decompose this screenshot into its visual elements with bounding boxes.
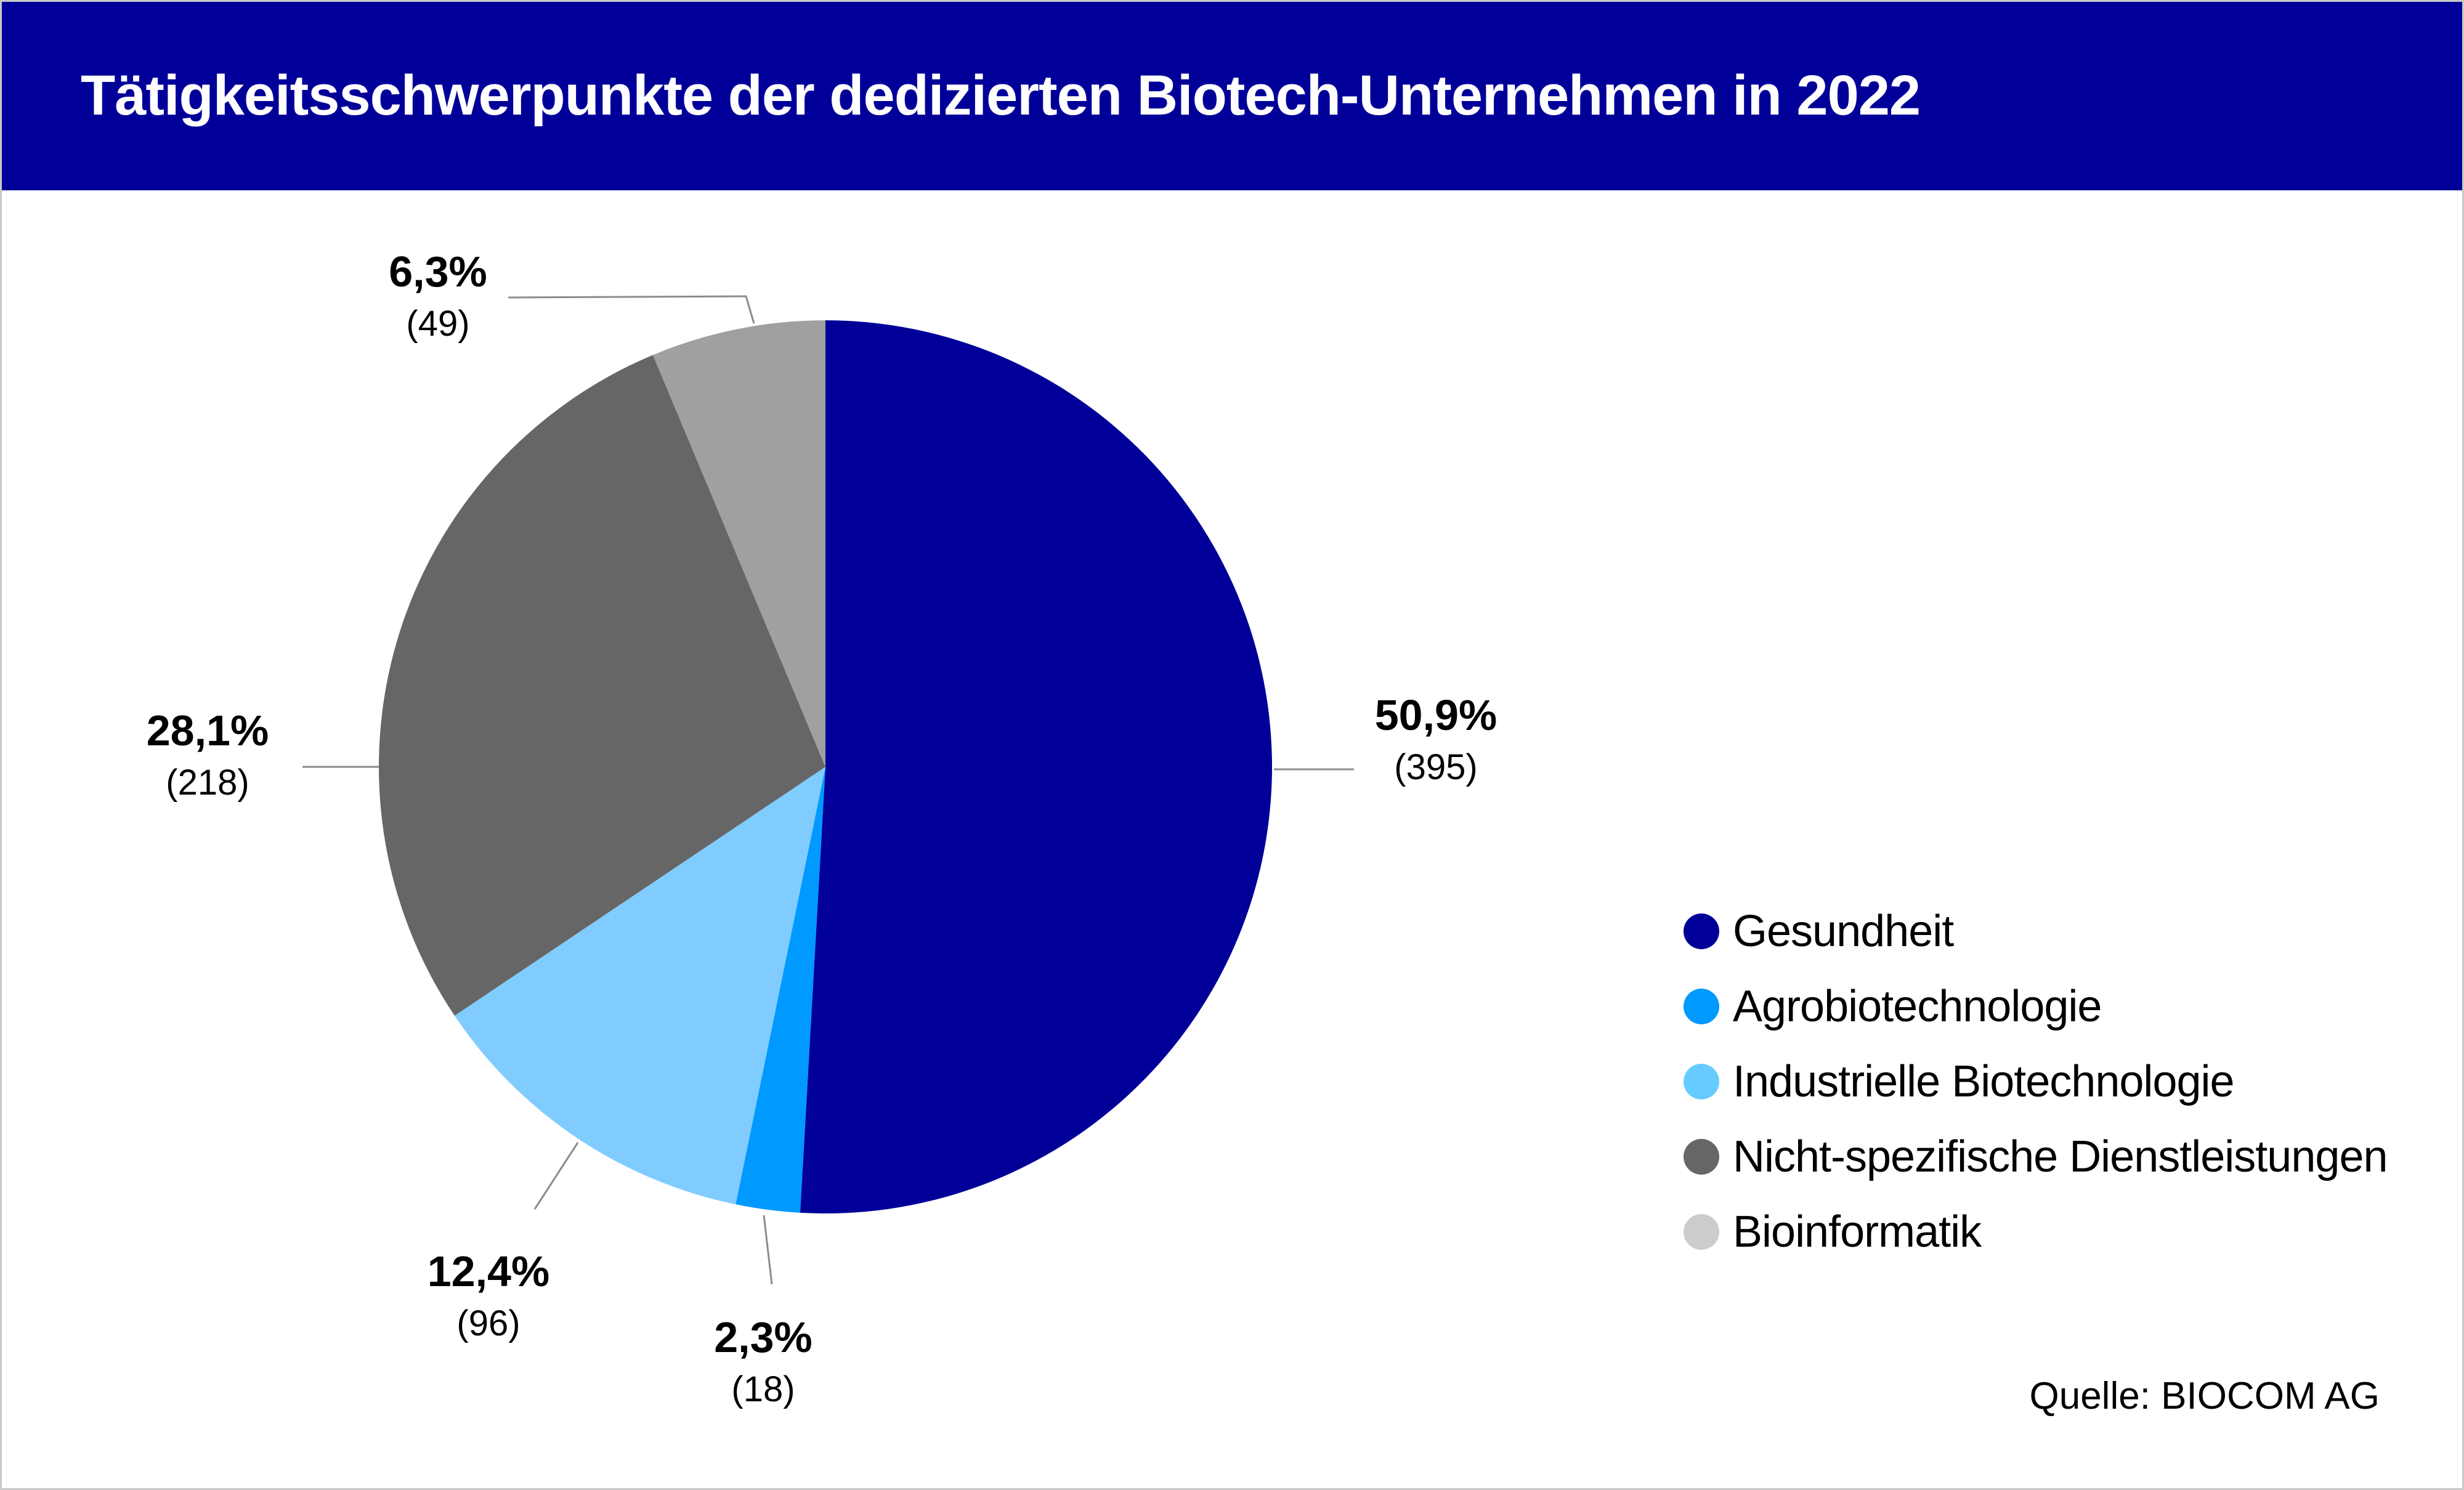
pie-slice-nicht-spezifische-dienstleistungen — [378, 355, 825, 1016]
legend-label: Nicht-spezifische Dienstleistungen — [1733, 1132, 2388, 1181]
legend-item: Industrielle Biotechnologie — [1684, 1044, 2388, 1119]
percent-label: 50,9% — [1375, 691, 1497, 739]
legend-label: Agrobiotechnologie — [1733, 982, 2102, 1031]
leader-line — [763, 1215, 773, 1285]
pie-slice-bioinformatik — [652, 320, 825, 767]
percent-label: 12,4% — [428, 1247, 549, 1295]
leader-line — [533, 1142, 579, 1210]
legend-item: Agrobiotechnologie — [1684, 969, 2388, 1044]
title-bar: Tätigkeitsschwerpunkte der dedizierten B… — [2, 2, 2462, 190]
count-label: (395) — [1394, 747, 1477, 787]
legend-label: Gesundheit — [1733, 907, 1954, 956]
pie-slice-industrielle-biotechnologie — [455, 767, 825, 1205]
legend-swatch — [1684, 913, 1719, 949]
percent-label: 6,3% — [389, 248, 487, 296]
count-label: (49) — [406, 304, 469, 344]
leader-line — [508, 295, 755, 324]
legend-item: Gesundheit — [1684, 894, 2388, 969]
legend: Gesundheit Agrobiotechnologie Industrielle… — [1684, 894, 2388, 1269]
legend-swatch — [1684, 1064, 1719, 1099]
legend-item: Bioinformatik — [1684, 1194, 2388, 1269]
count-label: (18) — [731, 1369, 795, 1409]
pie-slice-gesundheit — [800, 320, 1272, 1213]
count-label: (96) — [456, 1303, 520, 1343]
pie-slice-agrobiotechnologie — [736, 767, 825, 1213]
source-note: Quelle: BIOCOM AG — [2029, 1375, 2380, 1417]
chart-title: Tätigkeitsschwerpunkte der dedizierten B… — [81, 64, 1921, 127]
data-labels: 50,9% (395) 2,3% (18) 12,4% (96) 28,1% (218) 6,3… — [147, 248, 1497, 1409]
percent-label: 2,3% — [714, 1313, 813, 1361]
pie-slices — [378, 320, 1272, 1213]
percent-label: 28,1% — [147, 707, 269, 755]
legend-item: Nicht-spezifische Dienstleistungen — [1684, 1119, 2388, 1194]
label-leader-lines — [302, 295, 1354, 1285]
count-label: (218) — [166, 763, 249, 803]
legend-swatch — [1684, 1139, 1719, 1175]
legend-label: Bioinformatik — [1733, 1207, 1982, 1257]
legend-label: Industrielle Biotechnologie — [1733, 1057, 2235, 1106]
legend-swatch — [1684, 1214, 1719, 1250]
legend-swatch — [1684, 989, 1719, 1024]
